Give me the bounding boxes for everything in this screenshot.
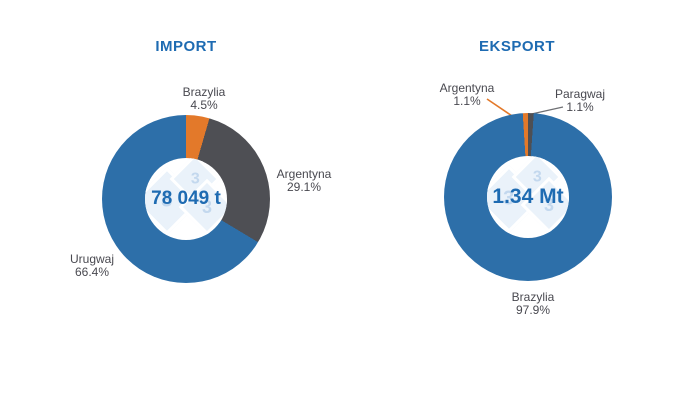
slice-name: Brazylia (511, 290, 555, 304)
eksport-chart-title: EKSPORT (478, 38, 556, 55)
slice-percent: 1.1% (566, 100, 594, 114)
eksport-label-paragwaj: Paragwaj 1.1% (555, 88, 605, 114)
import-label-brazylia: Brazylia 4.5% (183, 86, 226, 112)
import-donut-hole: 3 3 3 78 049 t (145, 158, 227, 240)
import-label-urugwaj: Urugwaj 66.4% (70, 253, 114, 279)
import-donut[interactable]: 3 3 3 78 049 t (102, 115, 270, 283)
slice-name: Urugwaj (69, 252, 115, 266)
slice-percent: 29.1% (286, 180, 322, 194)
eksport-label-brazylia: Brazylia 97.9% (512, 291, 555, 317)
eksport-chart: EKSPORT 3 3 3 1.34 Mt Argentyna 1.1% Par… (350, 0, 700, 400)
slice-percent: 1.1% (453, 94, 481, 108)
slice-name: Argentyna (276, 167, 332, 181)
import-label-argentyna: Argentyna 29.1% (277, 168, 332, 194)
slice-name: Paragwaj (554, 87, 606, 101)
import-total-value: 78 049 t (151, 188, 221, 209)
import-chart-title: IMPORT (155, 38, 217, 55)
slice-name: Argentyna (439, 81, 495, 95)
slice-percent: 66.4% (74, 265, 110, 279)
slice-percent: 4.5% (190, 98, 218, 112)
import-chart: IMPORT 3 3 3 78 049 t Brazylia 4.5% Arge… (70, 38, 332, 283)
slice-name: Brazylia (182, 85, 226, 99)
slice-percent: 97.9% (515, 303, 551, 317)
eksport-donut-hole: 3 3 3 1.34 Mt (487, 156, 569, 238)
eksport-donut[interactable]: 3 3 3 1.34 Mt (444, 113, 612, 281)
eksport-label-argentyna: Argentyna 1.1% (440, 82, 495, 108)
eksport-total-value: 1.34 Mt (492, 185, 564, 208)
